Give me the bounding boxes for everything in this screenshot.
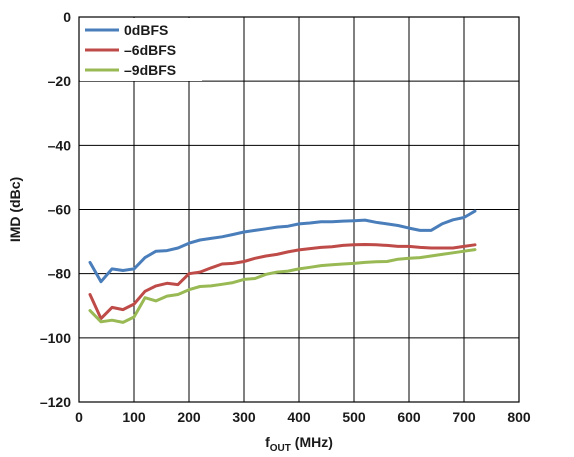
y-tick-label: –100 xyxy=(40,330,71,346)
x-tick-label: 100 xyxy=(122,409,146,425)
x-axis-title-main: f xyxy=(265,434,270,450)
series-line-2 xyxy=(88,243,477,321)
y-tick-label: –120 xyxy=(40,394,71,410)
legend-label: 0dBFS xyxy=(124,22,168,38)
x-axis-title-unit: (MHz) xyxy=(291,434,333,450)
y-tick-label: –60 xyxy=(48,202,72,218)
x-axis-title-sub: OUT xyxy=(270,443,291,454)
x-axis-title: fOUT (MHz) xyxy=(265,434,333,454)
y-tick-label: 0 xyxy=(63,9,71,25)
y-tick-label: –80 xyxy=(48,266,72,282)
x-tick-label: 600 xyxy=(397,409,421,425)
series-line-3 xyxy=(88,248,477,324)
x-tick-label: 300 xyxy=(232,409,256,425)
grid xyxy=(78,16,520,403)
x-tick-label: 700 xyxy=(452,409,476,425)
x-tick-label: 200 xyxy=(177,409,201,425)
y-tick-label: –40 xyxy=(48,137,72,153)
x-tick-label: 0 xyxy=(75,409,83,425)
y-tick-labels: 0 –20 –40 –60 –80 –100 –120 xyxy=(40,9,71,410)
plot-frame xyxy=(78,16,520,403)
x-tick-labels: 0 100 200 300 400 500 600 700 800 xyxy=(75,409,531,425)
legend-label: –6dBFS xyxy=(124,42,176,58)
legend-label: –9dBFS xyxy=(124,62,176,78)
y-axis-title: IMD (dBc) xyxy=(7,177,23,242)
series-lines xyxy=(88,209,477,324)
y-tick-label: –20 xyxy=(48,73,72,89)
x-tick-label: 800 xyxy=(507,409,531,425)
legend: 0dBFS –6dBFS –9dBFS xyxy=(80,18,202,81)
series-line-1 xyxy=(88,209,477,284)
x-tick-label: 500 xyxy=(342,409,366,425)
x-tick-label: 400 xyxy=(287,409,311,425)
